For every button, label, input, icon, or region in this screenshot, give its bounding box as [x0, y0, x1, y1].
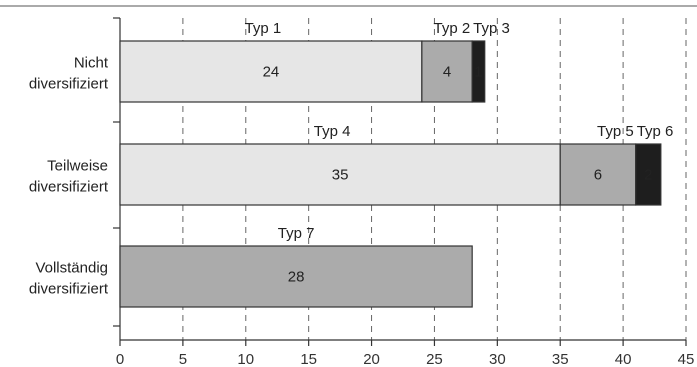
x-tick-label: 45: [678, 351, 695, 367]
value-label: 28: [288, 269, 305, 286]
x-tick-label: 10: [237, 351, 254, 367]
value-label: 35: [332, 167, 349, 184]
bar-segment: [471, 40, 486, 103]
bar-segment: [421, 40, 473, 103]
type-label: Typ 4: [314, 123, 351, 140]
type-label: Typ 2: [433, 20, 470, 37]
category-label-line2: diversifiziert: [29, 281, 109, 298]
x-tick-label: 40: [615, 351, 632, 367]
value-label: 24: [263, 64, 280, 81]
type-label: Typ 6: [637, 123, 674, 140]
labels: 0 5 10 15 20 25 30 35 40 45Nichtdiversifiziert24T…: [29, 20, 695, 367]
category-label-line1: Nicht: [74, 55, 109, 72]
type-label: Typ 7: [278, 225, 315, 242]
bar-segment: [119, 40, 423, 103]
category-label-line1: Teilweise: [47, 158, 108, 175]
x-tick-label: 0: [116, 351, 124, 367]
x-tick-label: 15: [300, 351, 317, 367]
type-label: Typ 5: [597, 123, 634, 140]
value-label: 2: [644, 167, 652, 184]
type-label: Typ 3: [473, 20, 510, 37]
category-label-line2: diversifiziert: [29, 179, 109, 196]
x-tick-label: 25: [426, 351, 443, 367]
category-label-line2: diversifiziert: [29, 76, 109, 93]
x-tick-label: 35: [552, 351, 569, 367]
bars: [119, 40, 662, 308]
category-label-line1: Vollständig: [35, 260, 108, 277]
value-label: 1: [474, 64, 482, 81]
x-tick-label: 30: [489, 351, 506, 367]
type-label: Typ 1: [245, 20, 282, 37]
bar-segment: [559, 143, 637, 206]
bar-segment: [635, 143, 662, 206]
bar-segment: [119, 245, 473, 308]
bar-segment: [119, 143, 561, 206]
x-tick-label: 5: [179, 351, 187, 367]
x-tick-label: 20: [363, 351, 380, 367]
value-label: 4: [443, 64, 451, 81]
value-label: 6: [594, 167, 602, 184]
